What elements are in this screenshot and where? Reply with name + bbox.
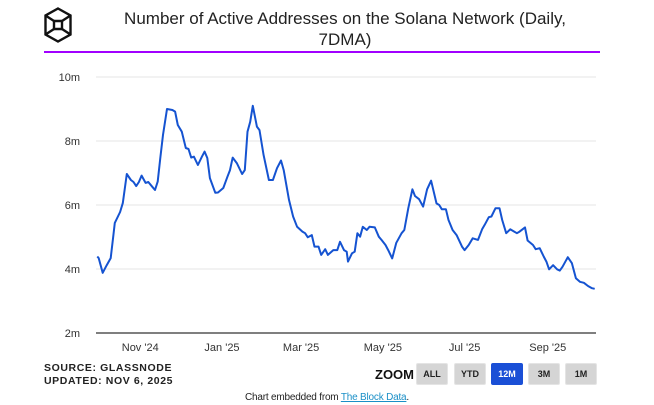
chart-title-line1: Number of Active Addresses on the Solana… (124, 9, 566, 28)
x-tick-label: Jul '25 (449, 342, 480, 354)
y-axis-ticks: 2m 4m 6m 8m 10m (59, 72, 80, 340)
chart-title-line2: 7DMA) (318, 30, 372, 49)
zoom-label: ZOOM (375, 367, 414, 382)
chart-title: Number of Active Addresses on the Solana… (100, 8, 590, 50)
y-tick-label: 2m (65, 328, 80, 340)
zoom-1m-button[interactable]: 1M (565, 363, 597, 385)
zoom-all-button[interactable]: ALL (416, 363, 448, 385)
embed-suffix: . (406, 392, 410, 403)
line-chart: 2m 4m 6m 8m 10m Nov '24 Jan '25 Mar '25 May '25… (59, 72, 596, 354)
x-tick-label: Sep '25 (529, 342, 566, 354)
x-axis-ticks: Nov '24 Jan '25 Mar '25 May '25 Jul '25 Sep '… (122, 342, 566, 354)
series-line (96, 104, 595, 290)
y-tick-label: 6m (65, 200, 80, 212)
source-label: SOURCE: GLASSNODE (44, 362, 173, 374)
cube-logo-icon (44, 7, 72, 43)
y-tick-label: 10m (59, 72, 80, 84)
x-tick-label: Jan '25 (204, 342, 239, 354)
x-tick-label: Nov '24 (122, 342, 159, 354)
gridlines (96, 76, 596, 334)
embed-credit: Chart embedded from The Block Data. (0, 392, 654, 403)
series-group (96, 104, 595, 290)
zoom-ytd-button[interactable]: YTD (454, 363, 486, 385)
updated-label: UPDATED: NOV 6, 2025 (44, 375, 174, 387)
title-divider (44, 51, 600, 53)
the-block-data-link[interactable]: The Block Data (340, 392, 407, 403)
x-tick-label: Mar '25 (283, 342, 319, 354)
y-tick-label: 8m (65, 136, 80, 148)
zoom-12m-button[interactable]: 12M (491, 363, 523, 385)
x-tick-label: May '25 (364, 342, 402, 354)
zoom-3m-button[interactable]: 3M (528, 363, 560, 385)
embed-prefix: Chart embedded from (244, 392, 341, 403)
y-tick-label: 4m (65, 264, 80, 276)
